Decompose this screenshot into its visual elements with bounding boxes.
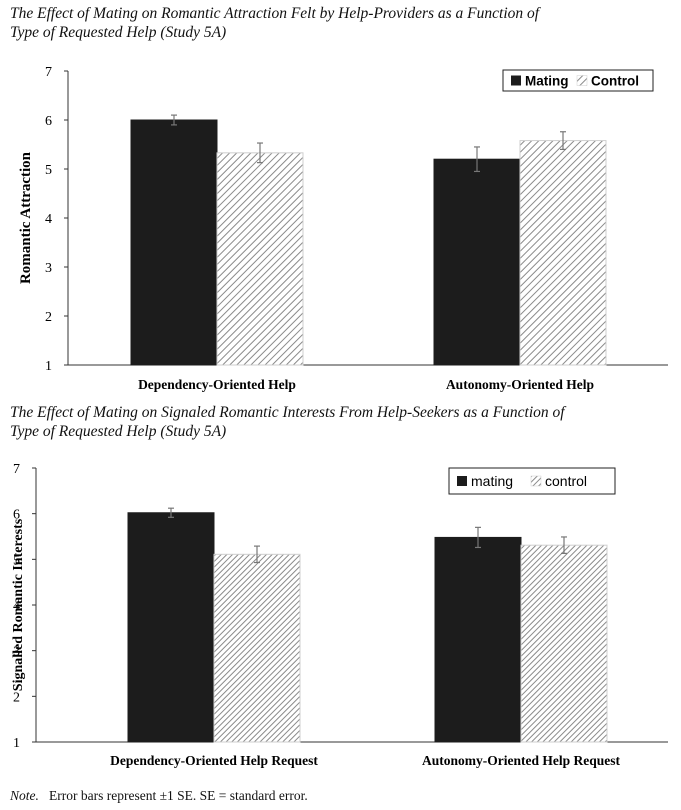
legend-label-control: Control [591,74,639,89]
y-tick-label: 5 [45,163,52,178]
bar-mating-1 [433,158,521,366]
bar-mating-0 [130,119,218,366]
y-tick-label: 3 [45,261,52,276]
y-axis-title: Signalled Romantic Interests [11,518,26,691]
y-tick-label: 4 [13,599,20,614]
y-tick-label: 3 [13,645,20,660]
legend-swatch-control [576,75,588,86]
y-tick-label: 5 [13,553,20,568]
figure-2-title-line-2: Type of Requested Help (Study 5A) [10,423,227,440]
y-axis-title: Romantic Attraction [18,151,34,284]
bar-control-0 [213,553,301,743]
y-tick-label: 7 [13,462,20,477]
figure-2-title: The Effect of Mating on Signaled Romanti… [10,403,678,441]
x-category-label: Autonomy-Oriented Help [446,377,594,392]
chart-romantic-attraction: 1 2 3 4 5 6 7 Romantic Attraction Dependency-Ori… [18,65,668,392]
figure-1-title-line-2: Type of Requested Help (Study 5A) [10,24,227,41]
bar-mating-1 [434,536,522,743]
y-tick-label: 2 [45,310,52,325]
y-tick-label: 1 [45,359,52,374]
legend-swatch-mating [457,476,467,486]
chart-signalled-interests: 1 2 3 4 5 6 7 Signalled Romantic Interests Depen… [11,462,668,768]
bar-control-1 [520,544,608,743]
legend-label-control: control [545,473,587,489]
bar-control-0 [216,152,304,366]
y-tick-label: 2 [13,690,20,705]
x-category-label: Autonomy-Oriented Help Request [422,753,620,768]
x-category-label: Dependency-Oriented Help [138,377,296,392]
x-category-label: Dependency-Oriented Help Request [110,753,318,768]
legend-swatch-control [530,475,542,487]
legend-label-mating: Mating [525,74,569,89]
legend-swatch-mating [511,75,521,86]
y-tick-label: 4 [45,212,52,227]
figure-2-title-line-1: The Effect of Mating on Signaled Romanti… [10,404,565,421]
figure-1-title-line-1: The Effect of Mating on Romantic Attract… [10,5,540,22]
y-tick-label: 7 [45,65,52,80]
note-text: Error bars represent ±1 SE. SE = standar… [49,788,308,803]
figure-1-title: The Effect of Mating on Romantic Attract… [10,4,678,42]
figure-note: Note. Error bars represent ±1 SE. SE = s… [10,788,308,804]
y-tick-label: 1 [13,736,20,751]
note-label: Note. [10,788,39,803]
y-tick-label: 6 [13,508,20,523]
bar-mating-0 [127,512,215,743]
legend-label-mating: mating [471,473,513,489]
bar-control-1 [519,140,607,366]
y-tick-label: 6 [45,114,52,129]
